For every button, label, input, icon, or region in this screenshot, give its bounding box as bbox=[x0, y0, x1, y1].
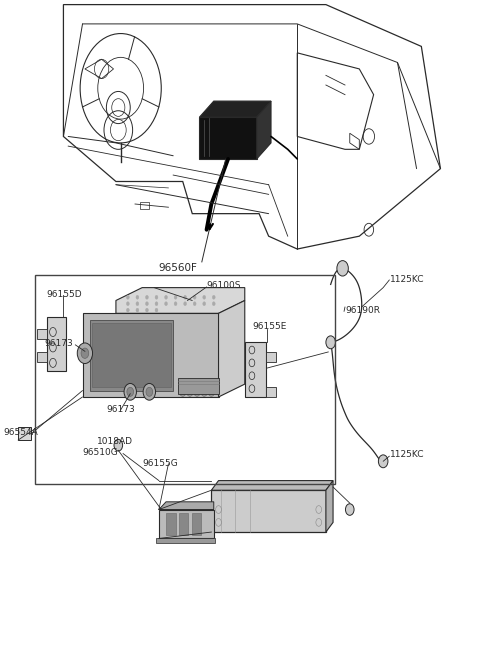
Circle shape bbox=[136, 308, 139, 312]
Polygon shape bbox=[245, 342, 266, 397]
Circle shape bbox=[378, 455, 388, 468]
Circle shape bbox=[136, 302, 139, 306]
Polygon shape bbox=[266, 352, 276, 362]
Circle shape bbox=[203, 295, 205, 299]
Circle shape bbox=[201, 388, 207, 397]
Polygon shape bbox=[179, 513, 189, 536]
Polygon shape bbox=[211, 490, 326, 532]
Text: 96560F: 96560F bbox=[158, 264, 197, 273]
Circle shape bbox=[203, 302, 205, 306]
Bar bbox=[35, 275, 336, 484]
Polygon shape bbox=[37, 352, 47, 362]
Circle shape bbox=[77, 343, 93, 364]
Circle shape bbox=[208, 388, 215, 397]
Circle shape bbox=[187, 388, 193, 397]
Circle shape bbox=[155, 308, 158, 312]
Text: 96155G: 96155G bbox=[142, 459, 178, 468]
Circle shape bbox=[155, 295, 158, 299]
Text: 96155D: 96155D bbox=[47, 289, 83, 298]
Circle shape bbox=[326, 336, 336, 349]
Polygon shape bbox=[266, 388, 276, 397]
Circle shape bbox=[146, 388, 153, 397]
Circle shape bbox=[127, 388, 133, 397]
Polygon shape bbox=[159, 510, 214, 539]
Circle shape bbox=[143, 384, 156, 400]
Circle shape bbox=[184, 295, 187, 299]
Polygon shape bbox=[192, 513, 201, 536]
Circle shape bbox=[126, 295, 129, 299]
Circle shape bbox=[155, 302, 158, 306]
Polygon shape bbox=[92, 323, 171, 388]
Text: 96554A: 96554A bbox=[4, 428, 38, 437]
Circle shape bbox=[145, 302, 148, 306]
Polygon shape bbox=[47, 317, 66, 371]
Polygon shape bbox=[90, 320, 173, 391]
Text: 96155E: 96155E bbox=[252, 322, 286, 331]
Text: 1125KC: 1125KC bbox=[390, 450, 425, 459]
Circle shape bbox=[193, 302, 196, 306]
Circle shape bbox=[165, 302, 168, 306]
Polygon shape bbox=[37, 329, 47, 339]
Circle shape bbox=[184, 302, 187, 306]
Polygon shape bbox=[326, 481, 333, 532]
Polygon shape bbox=[257, 101, 271, 159]
Circle shape bbox=[337, 260, 348, 276]
Polygon shape bbox=[166, 513, 176, 536]
Text: 96173: 96173 bbox=[107, 405, 135, 414]
Circle shape bbox=[81, 348, 89, 359]
Circle shape bbox=[212, 302, 215, 306]
Circle shape bbox=[126, 308, 129, 312]
Circle shape bbox=[165, 295, 168, 299]
Text: 96173: 96173 bbox=[44, 339, 73, 348]
Circle shape bbox=[194, 388, 200, 397]
Circle shape bbox=[145, 308, 148, 312]
Circle shape bbox=[114, 439, 122, 451]
Polygon shape bbox=[211, 481, 333, 490]
Circle shape bbox=[174, 302, 177, 306]
Polygon shape bbox=[159, 502, 214, 510]
Text: 96100S: 96100S bbox=[206, 281, 241, 290]
Circle shape bbox=[126, 302, 129, 306]
Polygon shape bbox=[116, 287, 245, 313]
Polygon shape bbox=[83, 313, 218, 397]
Text: 96190R: 96190R bbox=[345, 306, 380, 315]
Circle shape bbox=[136, 295, 139, 299]
Text: 96510G: 96510G bbox=[83, 448, 118, 457]
Polygon shape bbox=[178, 378, 218, 394]
Circle shape bbox=[346, 504, 354, 516]
Polygon shape bbox=[199, 101, 271, 117]
Polygon shape bbox=[199, 117, 257, 159]
Circle shape bbox=[124, 384, 136, 400]
Circle shape bbox=[145, 295, 148, 299]
Circle shape bbox=[180, 388, 186, 397]
Circle shape bbox=[212, 295, 215, 299]
Polygon shape bbox=[156, 538, 215, 543]
Circle shape bbox=[193, 295, 196, 299]
Text: 1018AD: 1018AD bbox=[97, 437, 133, 446]
Polygon shape bbox=[218, 300, 245, 397]
Text: 1125KC: 1125KC bbox=[390, 275, 425, 284]
Polygon shape bbox=[18, 427, 32, 440]
Circle shape bbox=[174, 295, 177, 299]
